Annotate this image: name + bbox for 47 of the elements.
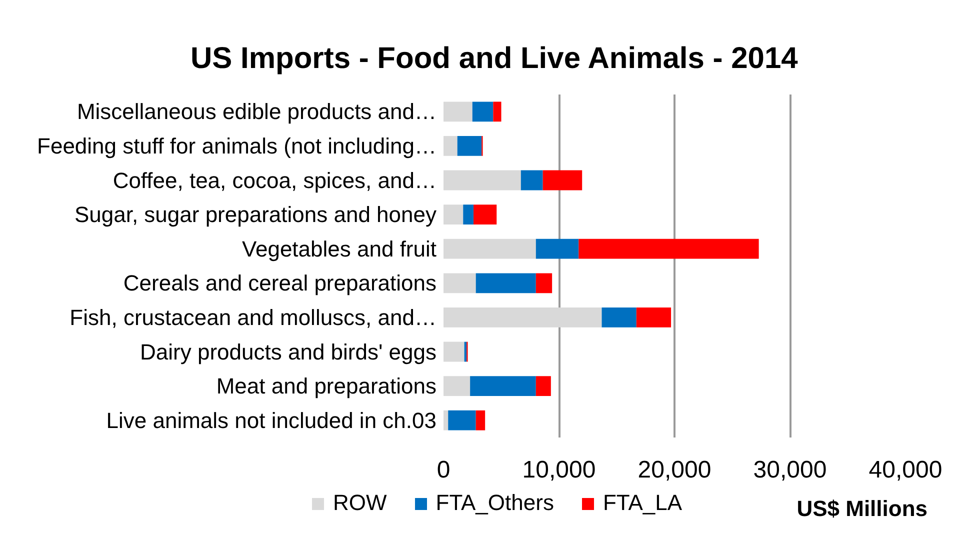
y-tick-label: Meat and preparations <box>216 374 436 399</box>
bar <box>444 136 458 156</box>
bar <box>578 238 759 259</box>
x-tick-label: 40,000 <box>868 456 942 484</box>
x-tick-label: 30,000 <box>753 456 827 484</box>
bar <box>444 238 536 259</box>
y-tick-label: Cereals and cereal preparations <box>123 270 437 296</box>
bar <box>470 376 536 396</box>
legend-label: FTA_LA <box>602 490 682 516</box>
bar <box>444 342 464 362</box>
y-tick-label: Vegetables and fruit <box>242 236 437 262</box>
y-tick-label: Coffee, tea, cocoa, spices, and… <box>112 168 437 193</box>
bar <box>444 410 448 430</box>
bar <box>444 204 464 224</box>
bar <box>520 170 543 190</box>
x-tick-label: 20,000 <box>638 456 712 484</box>
bar <box>542 170 582 190</box>
y-tick-label: Live animals not included in ch.03 <box>106 408 437 433</box>
bar <box>444 308 602 328</box>
bar <box>602 308 636 328</box>
bar <box>472 102 494 122</box>
bar <box>444 376 470 396</box>
bar <box>457 136 482 156</box>
bar <box>444 102 472 122</box>
bar <box>636 308 672 328</box>
bar <box>536 376 551 396</box>
bar <box>536 273 552 294</box>
y-tick-label: Dairy products and birds' eggs <box>140 339 437 364</box>
x-axis-title: US$ Millions <box>796 496 928 521</box>
bar <box>536 238 579 259</box>
legend-label: ROW <box>333 490 387 516</box>
y-tick-label: Fish, crustacean and molluscs, and… <box>70 304 437 330</box>
chart-title: US Imports - Food and Live Animals - 2014 <box>190 42 798 75</box>
bar <box>474 204 497 224</box>
legend-label: FTA_Others <box>436 490 554 516</box>
bar <box>476 410 486 430</box>
bar <box>493 102 502 122</box>
y-tick-label: Miscellaneous edible products and… <box>76 99 437 124</box>
y-tick-label: Feeding stuff for animals (not including… <box>37 133 437 158</box>
x-tick-label: 10,000 <box>522 456 596 484</box>
x-tick-label: 0 <box>436 456 450 484</box>
bar <box>444 273 476 294</box>
bar <box>463 204 474 224</box>
bar <box>448 410 476 430</box>
y-tick-label: Sugar, sugar preparations and honey <box>74 202 437 228</box>
bar <box>476 273 536 294</box>
bar <box>444 170 521 190</box>
